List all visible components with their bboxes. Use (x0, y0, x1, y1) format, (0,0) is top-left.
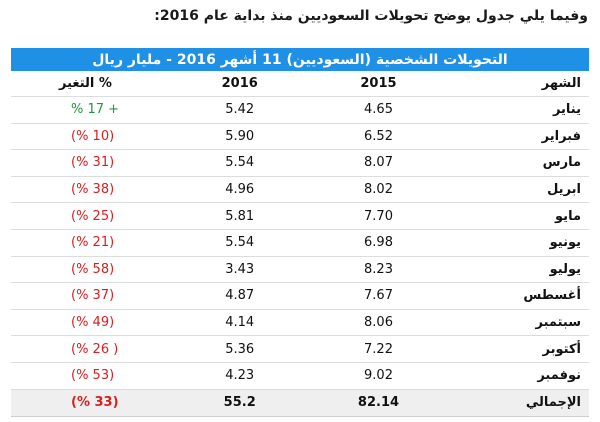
value-2016-cell: 4.96 (172, 176, 307, 204)
value-2015-cell: 6.98 (306, 229, 451, 257)
table-row: ابريل 8.02 4.96 (% 38) (11, 176, 589, 204)
month-cell: أغسطس (450, 282, 589, 310)
value-2016-cell: 5.36 (172, 335, 307, 363)
table-row: نوفمبر 9.02 4.23 (% 53) (11, 362, 589, 390)
month-cell: مارس (450, 149, 589, 177)
table-row: فبراير 6.52 5.90 (% 10) (11, 123, 589, 151)
value-2016-cell: 4.23 (172, 362, 307, 390)
value-2016-cell: 4.87 (172, 282, 307, 310)
table-row: مايو 7.70 5.81 (% 25) (11, 202, 589, 230)
month-cell: نوفمبر (450, 362, 589, 390)
value-2015-cell: 8.02 (306, 176, 451, 204)
month-cell: فبراير (450, 123, 589, 151)
month-cell: سبتمبر (450, 309, 589, 337)
value-2015-cell: 8.23 (306, 256, 451, 284)
value-2016-cell: 5.54 (172, 149, 307, 177)
change-cell: (% 10) (11, 123, 173, 151)
value-2015-cell: 6.52 (306, 123, 451, 151)
header-change: التغير % (11, 71, 173, 97)
table-row: يوليو 8.23 3.43 (% 58) (11, 256, 589, 284)
table-header-row: الشهر 2015 2016 التغير % (11, 71, 589, 97)
value-2015-cell: 82.14 (306, 389, 451, 417)
change-cell: (% 31) (11, 149, 173, 177)
change-cell: (% 49) (11, 309, 173, 337)
table-title: التحويلات الشخصية (السعوديين) 11 أشهر 20… (11, 48, 589, 71)
change-cell: (% 25) (11, 202, 173, 230)
value-2016-cell: 5.54 (172, 229, 307, 257)
table-title-row: التحويلات الشخصية (السعوديين) 11 أشهر 20… (11, 48, 589, 71)
month-cell: مايو (450, 202, 589, 230)
change-cell: (% 21) (11, 229, 173, 257)
value-2015-cell: 9.02 (306, 362, 451, 390)
total-row: الإجمالي 82.14 55.2 (% 33) (11, 389, 589, 417)
value-2016-cell: 55.2 (172, 389, 307, 417)
table-row: أكتوبر 7.22 5.36 (% 26 ) (11, 335, 589, 363)
value-2015-cell: 8.07 (306, 149, 451, 177)
table-row: أغسطس 7.67 4.87 (% 37) (11, 282, 589, 310)
value-2016-cell: 3.43 (172, 256, 307, 284)
value-2015-cell: 4.65 (306, 96, 451, 124)
change-cell: (% 53) (11, 362, 173, 390)
month-cell: يناير (450, 96, 589, 124)
month-cell: أكتوبر (450, 335, 589, 363)
header-month: الشهر (450, 71, 589, 97)
value-2015-cell: 7.22 (306, 335, 451, 363)
value-2015-cell: 7.70 (306, 202, 451, 230)
month-cell: يونيو (450, 229, 589, 257)
change-cell: (% 26 ) (11, 335, 173, 363)
value-2015-cell: 8.06 (306, 309, 451, 337)
month-cell: الإجمالي (450, 389, 589, 417)
intro-text: وفيما يلي جدول يوضح تحويلات السعوديين من… (154, 8, 588, 24)
month-cell: يوليو (450, 256, 589, 284)
value-2016-cell: 5.81 (172, 202, 307, 230)
month-cell: ابريل (450, 176, 589, 204)
table-row: يناير 4.65 5.42% 17 + (11, 96, 589, 124)
table-row: مارس 8.07 5.54 (% 31) (11, 149, 589, 177)
value-2016-cell: 5.42 (172, 96, 307, 124)
table-row: سبتمبر 8.06 4.14 (% 49) (11, 309, 589, 337)
change-cell: (% 58) (11, 256, 173, 284)
header-2016: 2016 (172, 71, 307, 97)
value-2016-cell: 5.90 (172, 123, 307, 151)
table-row: يونيو 6.98 5.54 (% 21) (11, 229, 589, 257)
value-2015-cell: 7.67 (306, 282, 451, 310)
value-2016-cell: 4.14 (172, 309, 307, 337)
remittances-table: التحويلات الشخصية (السعوديين) 11 أشهر 20… (11, 48, 589, 417)
change-cell: (% 33) (11, 389, 173, 417)
header-2015: 2015 (306, 71, 451, 97)
change-cell: (% 38) (11, 176, 173, 204)
change-cell: (% 37) (11, 282, 173, 310)
change-cell: % 17 + (11, 96, 173, 124)
